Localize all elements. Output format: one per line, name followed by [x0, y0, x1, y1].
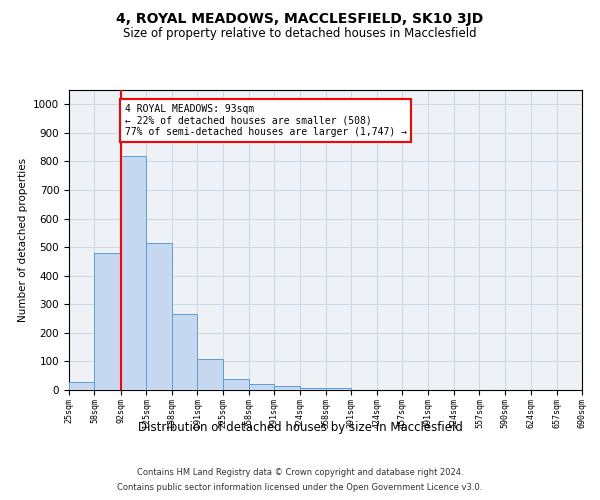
- Text: 4, ROYAL MEADOWS, MACCLESFIELD, SK10 3JD: 4, ROYAL MEADOWS, MACCLESFIELD, SK10 3JD: [116, 12, 484, 26]
- Bar: [121, 156, 146, 390]
- Bar: [249, 384, 274, 390]
- Bar: [274, 386, 299, 390]
- Text: 4 ROYAL MEADOWS: 93sqm
← 22% of detached houses are smaller (508)
77% of semi-de: 4 ROYAL MEADOWS: 93sqm ← 22% of detached…: [125, 104, 407, 138]
- Bar: [172, 314, 197, 390]
- Bar: [69, 382, 94, 390]
- Bar: [326, 388, 352, 390]
- Text: Contains public sector information licensed under the Open Government Licence v3: Contains public sector information licen…: [118, 483, 482, 492]
- Bar: [197, 358, 223, 390]
- Bar: [223, 378, 249, 390]
- Text: Distribution of detached houses by size in Macclesfield: Distribution of detached houses by size …: [137, 421, 463, 434]
- Text: Size of property relative to detached houses in Macclesfield: Size of property relative to detached ho…: [123, 28, 477, 40]
- Bar: [146, 243, 172, 390]
- Bar: [94, 253, 121, 390]
- Y-axis label: Number of detached properties: Number of detached properties: [17, 158, 28, 322]
- Bar: [299, 388, 326, 390]
- Text: Contains HM Land Registry data © Crown copyright and database right 2024.: Contains HM Land Registry data © Crown c…: [137, 468, 463, 477]
